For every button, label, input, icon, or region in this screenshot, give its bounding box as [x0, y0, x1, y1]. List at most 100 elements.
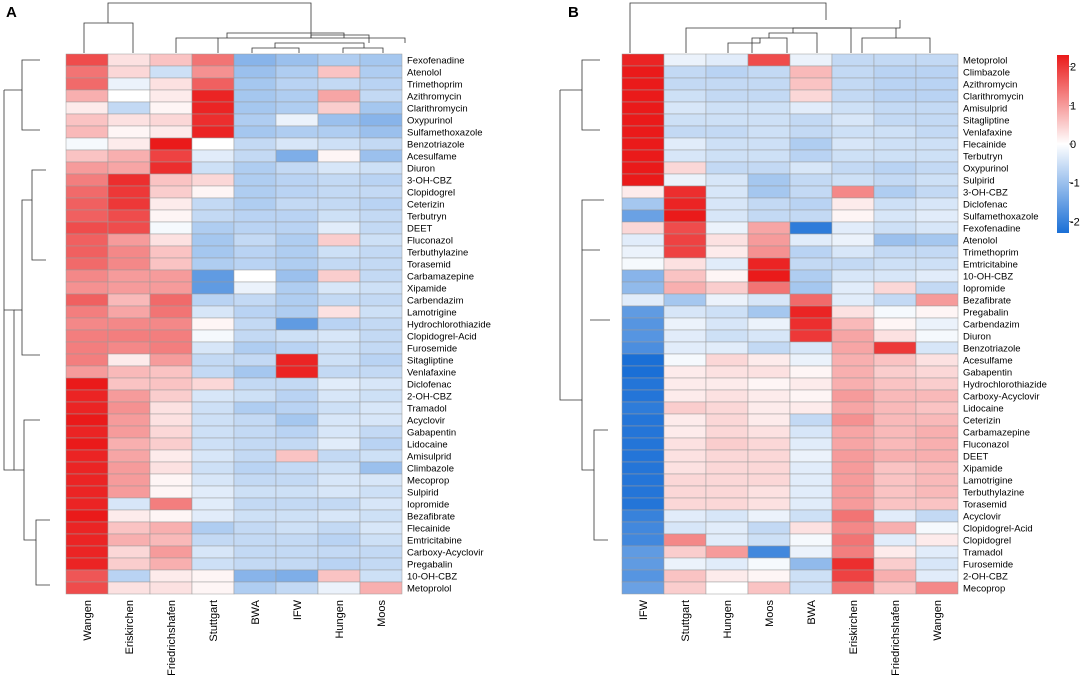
heatmap-panel-b: B MetoprololClimbazoleAzithromycinClarit…: [559, 2, 1047, 676]
heatmap-cell: [747, 149, 791, 163]
heatmap-cell: [873, 113, 917, 127]
heatmap-cell: [873, 329, 917, 343]
column-label: Friedrichshafen: [166, 600, 178, 676]
heatmap-cell: [621, 377, 665, 391]
heatmap-cell: [359, 185, 403, 199]
heatmap-cell: [705, 473, 749, 487]
heatmap-cell: [831, 353, 875, 367]
row-label: 3-OH-CBZ: [963, 187, 1008, 198]
heatmap-cell: [191, 425, 235, 439]
heatmap-cell: [359, 125, 403, 139]
row-label: Sitagliptine: [963, 115, 1009, 126]
heatmap-cell: [191, 185, 235, 199]
heatmap-cell: [789, 185, 833, 199]
heatmap-cell: [789, 89, 833, 103]
heatmap-cell: [663, 101, 707, 115]
row-label: Lidocaine: [407, 439, 448, 450]
heatmap-cell: [149, 245, 193, 259]
heatmap-cell: [915, 185, 959, 199]
heatmap-cell: [317, 461, 361, 475]
heatmap-cell: [149, 269, 193, 283]
heatmap-cell: [789, 137, 833, 151]
heatmap-cell: [149, 557, 193, 571]
heatmap-cell: [317, 341, 361, 355]
row-label: 10-OH-CBZ: [407, 571, 457, 582]
heatmap-cell: [107, 533, 151, 547]
heatmap-cell: [831, 545, 875, 559]
heatmap-cell: [107, 569, 151, 583]
heatmap-cell: [747, 317, 791, 331]
heatmap-cell: [873, 509, 917, 523]
heatmap-cell: [149, 65, 193, 79]
heatmap-cell: [275, 173, 319, 187]
heatmap-cell: [831, 53, 875, 67]
heatmap-cell: [107, 125, 151, 139]
heatmap-cell: [621, 233, 665, 247]
heatmap-cell: [275, 233, 319, 247]
heatmap-cell: [915, 53, 959, 67]
heatmap-cell: [831, 533, 875, 547]
heatmap-cell: [621, 77, 665, 91]
heatmap-cell: [233, 125, 277, 139]
heatmap-cell: [663, 425, 707, 439]
heatmap-cell: [915, 293, 959, 307]
heatmap-cell: [317, 377, 361, 391]
heatmap-cell: [705, 353, 749, 367]
heatmap-cell: [705, 389, 749, 403]
row-label: Emtricitabine: [407, 535, 462, 546]
heatmap-cell: [275, 137, 319, 151]
heatmap-cell: [621, 221, 665, 235]
heatmap-cell: [65, 113, 109, 127]
panel-label-b: B: [568, 4, 579, 21]
heatmap-cell: [191, 293, 235, 307]
heatmap-cell: [621, 341, 665, 355]
row-label: Bezafibrate: [963, 295, 1011, 306]
heatmap-cell: [621, 197, 665, 211]
heatmap-cell: [915, 581, 959, 595]
heatmap-cell: [789, 341, 833, 355]
heatmap-cell: [317, 557, 361, 571]
row-dendrogram-a: [3, 59, 50, 586]
heatmap-cell: [191, 221, 235, 235]
heatmap-cell: [191, 545, 235, 559]
heatmap-cell: [65, 305, 109, 319]
heatmap-cell: [621, 173, 665, 187]
heatmap-cell: [747, 281, 791, 295]
heatmap-cell: [359, 461, 403, 475]
heatmap-cell: [621, 329, 665, 343]
heatmap-cell: [107, 449, 151, 463]
heatmap-cell: [621, 125, 665, 139]
row-label: Mecoprop: [407, 475, 449, 486]
heatmap-cell: [621, 425, 665, 439]
heatmap-cell: [705, 437, 749, 451]
heatmap-cell: [317, 497, 361, 511]
row-label: Fluconazol: [407, 235, 453, 246]
heatmap-cell: [275, 53, 319, 67]
heatmap-cell: [747, 233, 791, 247]
row-label: Flecainide: [407, 523, 450, 534]
column-dendrogram-a: [83, 2, 406, 53]
heatmap-cell: [915, 569, 959, 583]
heatmap-cell: [621, 161, 665, 175]
heatmap-cell: [107, 317, 151, 331]
heatmap-cell: [65, 245, 109, 259]
heatmap-cell: [233, 233, 277, 247]
row-label: Oxypurinol: [963, 163, 1008, 174]
heatmap-cell: [65, 269, 109, 283]
heatmap-cell: [831, 233, 875, 247]
heatmap-cell: [915, 545, 959, 559]
row-label: Torasemid: [407, 259, 451, 270]
heatmap-cell: [705, 233, 749, 247]
heatmap-cell: [747, 461, 791, 475]
heatmap-cell: [107, 521, 151, 535]
heatmap-cell: [705, 533, 749, 547]
heatmap-cell: [831, 365, 875, 379]
heatmap-cell: [359, 65, 403, 79]
heatmap-cell: [275, 221, 319, 235]
row-label: Atenolol: [963, 235, 997, 246]
heatmap-cell: [663, 413, 707, 427]
heatmap-cell: [831, 281, 875, 295]
heatmap-cell: [275, 269, 319, 283]
heatmap-cell: [621, 449, 665, 463]
heatmap-cell: [191, 461, 235, 475]
